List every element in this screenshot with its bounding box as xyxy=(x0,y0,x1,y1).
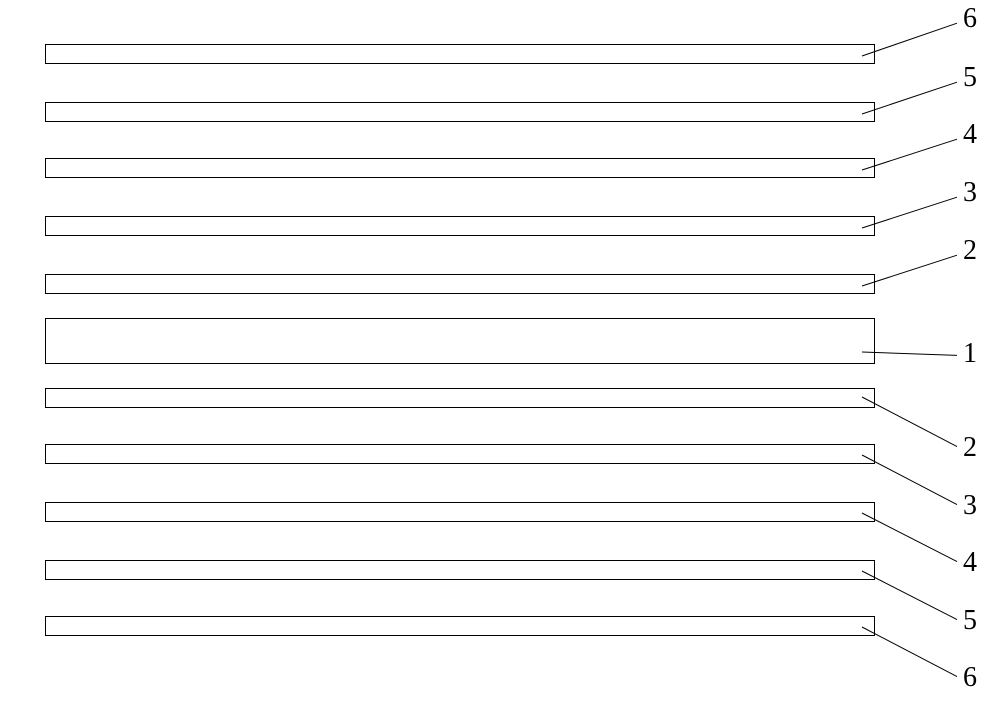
leader-top-4 xyxy=(862,139,957,170)
layer-bot-6 xyxy=(45,616,875,636)
leader-bot-6 xyxy=(862,627,957,677)
label-top-5: 5 xyxy=(963,64,977,92)
leader-top-2 xyxy=(862,255,957,286)
layer-top-4 xyxy=(45,158,875,178)
layer-top-6 xyxy=(45,44,875,64)
leader-bot-4 xyxy=(862,513,957,562)
label-bot-2: 2 xyxy=(963,434,977,462)
layer-bot-2 xyxy=(45,388,875,408)
layer-top-5 xyxy=(45,102,875,122)
label-bot-3: 3 xyxy=(963,492,977,520)
label-bot-6: 6 xyxy=(963,664,977,692)
layer-bot-5 xyxy=(45,560,875,580)
layer-bot-4 xyxy=(45,502,875,522)
label-bot-4: 4 xyxy=(963,549,977,577)
diagram-canvas: 6 5 4 3 2 1 2 3 4 5 6 xyxy=(0,0,1000,713)
layer-bot-3 xyxy=(45,444,875,464)
leader-bot-3 xyxy=(862,455,957,505)
label-top-3: 3 xyxy=(963,179,977,207)
label-center-1: 1 xyxy=(963,340,977,368)
layer-center-1 xyxy=(45,318,875,364)
layer-top-3 xyxy=(45,216,875,236)
leader-center-1 xyxy=(862,352,957,355)
leader-top-5 xyxy=(862,82,957,114)
label-top-4: 4 xyxy=(963,121,977,149)
leader-bot-5 xyxy=(862,571,957,620)
leader-top-3 xyxy=(862,197,957,228)
label-bot-5: 5 xyxy=(963,607,977,635)
leader-top-6 xyxy=(862,23,957,56)
layer-top-2 xyxy=(45,274,875,294)
label-top-6: 6 xyxy=(963,5,977,33)
label-top-2: 2 xyxy=(963,237,977,265)
leader-bot-2 xyxy=(862,397,957,447)
